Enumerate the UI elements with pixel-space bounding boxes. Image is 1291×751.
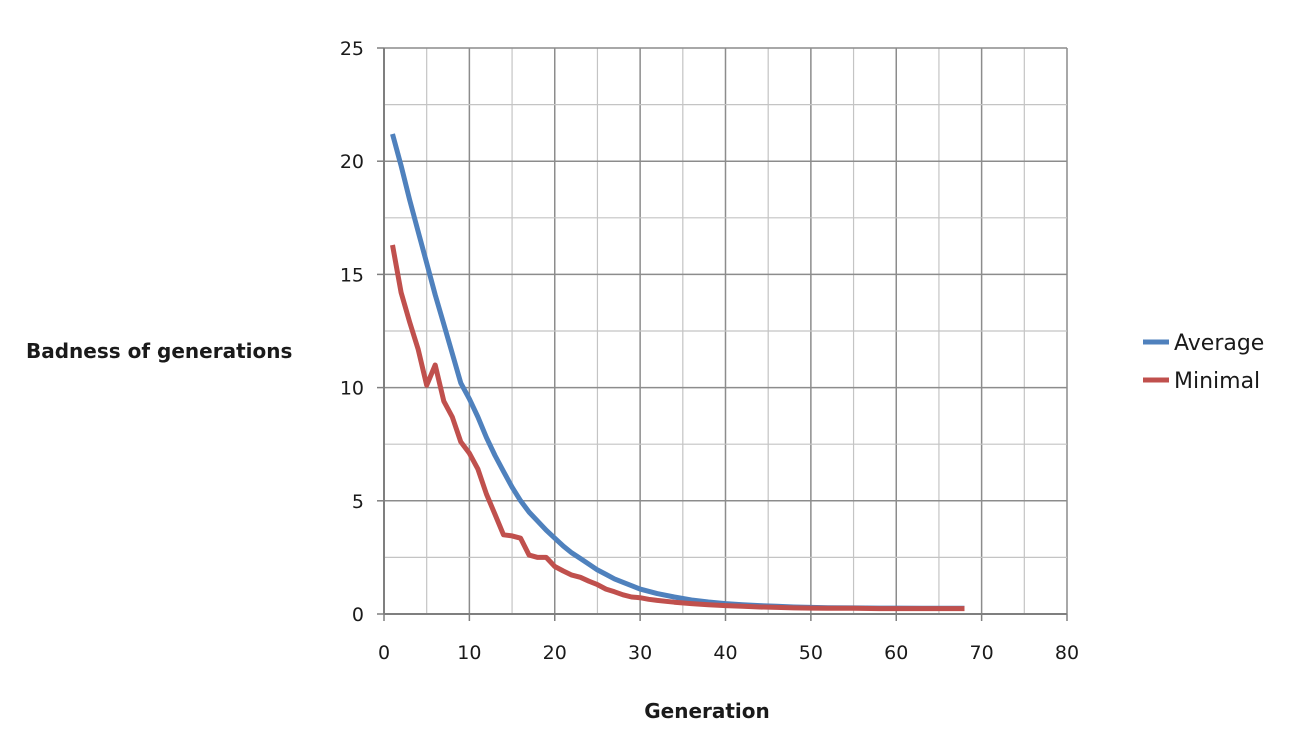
y-tick-label: 5: [352, 491, 364, 513]
series-line-average: [390, 133, 965, 611]
legend: Average Minimal: [1143, 331, 1264, 394]
y-tick-label: 15: [340, 264, 364, 286]
x-tick-label: 70: [970, 642, 994, 664]
x-tick-label: 30: [628, 642, 652, 664]
axes: [377, 47, 1068, 621]
legend-label-minimal: Minimal: [1174, 369, 1260, 394]
x-tick-label: 80: [1055, 642, 1079, 664]
legend-label-average: Average: [1174, 331, 1264, 356]
y-axis-title: Badness of generations: [26, 339, 292, 363]
series-lines: [390, 133, 965, 612]
series-line-minimal: [390, 244, 965, 612]
x-tick-label: 40: [713, 642, 737, 664]
x-tick-label: 20: [543, 642, 567, 664]
y-tick-label: 10: [340, 378, 364, 400]
y-tick-label: 0: [352, 604, 364, 626]
y-tick-label: 20: [340, 151, 364, 173]
x-tick-label: 0: [378, 642, 390, 664]
y-tick-label: 25: [340, 38, 364, 60]
x-axis-title: Generation: [644, 699, 770, 723]
x-tick-label: 60: [884, 642, 908, 664]
tick-labels: 0 10 20 30 40 50 60 70 80 0 5 10 15 20 25: [340, 38, 1079, 664]
x-tick-label: 10: [457, 642, 481, 664]
x-tick-label: 50: [799, 642, 823, 664]
grid: [383, 47, 1068, 615]
